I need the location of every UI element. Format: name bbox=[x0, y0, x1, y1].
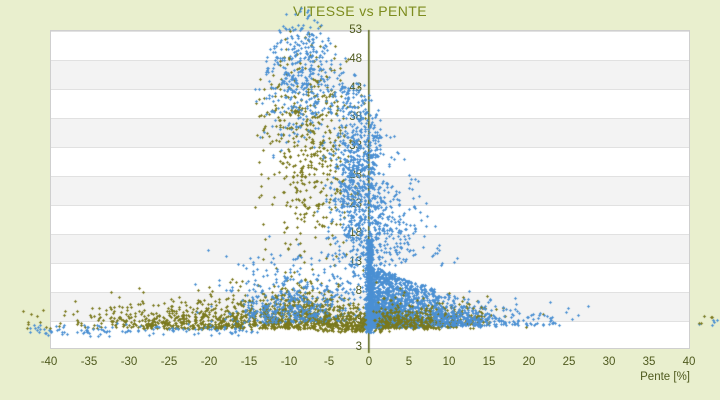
grid-band bbox=[51, 176, 689, 205]
grid-band bbox=[51, 292, 689, 321]
x-tick-label: -40 bbox=[40, 356, 58, 368]
x-tick-label: -25 bbox=[160, 356, 178, 368]
x-tick-label: -15 bbox=[240, 356, 258, 368]
gridline bbox=[51, 60, 689, 61]
x-tick-label: 15 bbox=[482, 356, 496, 368]
gridline bbox=[51, 205, 689, 206]
y-tick-label: 23 bbox=[349, 198, 362, 210]
y-tick-label: 8 bbox=[355, 285, 362, 297]
y-tick-label: 48 bbox=[349, 53, 362, 65]
x-tick-label: -5 bbox=[323, 356, 335, 368]
y-tick-label: 28 bbox=[349, 169, 362, 181]
y-tick-label: 18 bbox=[349, 227, 362, 239]
grid-band bbox=[51, 118, 689, 147]
gridline bbox=[51, 292, 689, 293]
y-tick-label: 53 bbox=[349, 24, 362, 36]
x-tick-label: -30 bbox=[120, 356, 138, 368]
gridline bbox=[51, 321, 689, 322]
gridline bbox=[51, 118, 689, 119]
plot-area bbox=[50, 30, 690, 349]
gridline bbox=[51, 89, 689, 90]
x-tick-label: -10 bbox=[280, 356, 298, 368]
x-tick-label: 35 bbox=[642, 356, 656, 368]
x-tick-label: 0 bbox=[365, 356, 373, 368]
x-tick-label: -20 bbox=[200, 356, 218, 368]
gridline bbox=[51, 263, 689, 264]
x-tick-label: 40 bbox=[682, 356, 696, 368]
chart-title: VITESSE vs PENTE bbox=[293, 3, 427, 19]
y-axis-min-label: 3 bbox=[355, 341, 362, 353]
gridline bbox=[51, 147, 689, 148]
x-tick-label: 20 bbox=[522, 356, 536, 368]
grid-band bbox=[51, 60, 689, 89]
grid-band bbox=[51, 234, 689, 263]
x-tick-label: 30 bbox=[602, 356, 616, 368]
x-tick-label: -35 bbox=[80, 356, 98, 368]
gridline bbox=[51, 234, 689, 235]
x-tick-label: 10 bbox=[442, 356, 456, 368]
x-tick-label: 5 bbox=[405, 356, 413, 368]
x-axis-title: Pente [%] bbox=[640, 371, 690, 383]
gridline bbox=[51, 31, 689, 32]
y-tick-label: 43 bbox=[349, 82, 362, 94]
gridline bbox=[51, 176, 689, 177]
x-tick-label: 25 bbox=[562, 356, 576, 368]
y-tick-label: 33 bbox=[349, 140, 362, 152]
y-tick-label: 38 bbox=[349, 111, 362, 123]
y-tick-label: 13 bbox=[349, 256, 362, 268]
y-tick-label: 3 bbox=[355, 314, 362, 326]
